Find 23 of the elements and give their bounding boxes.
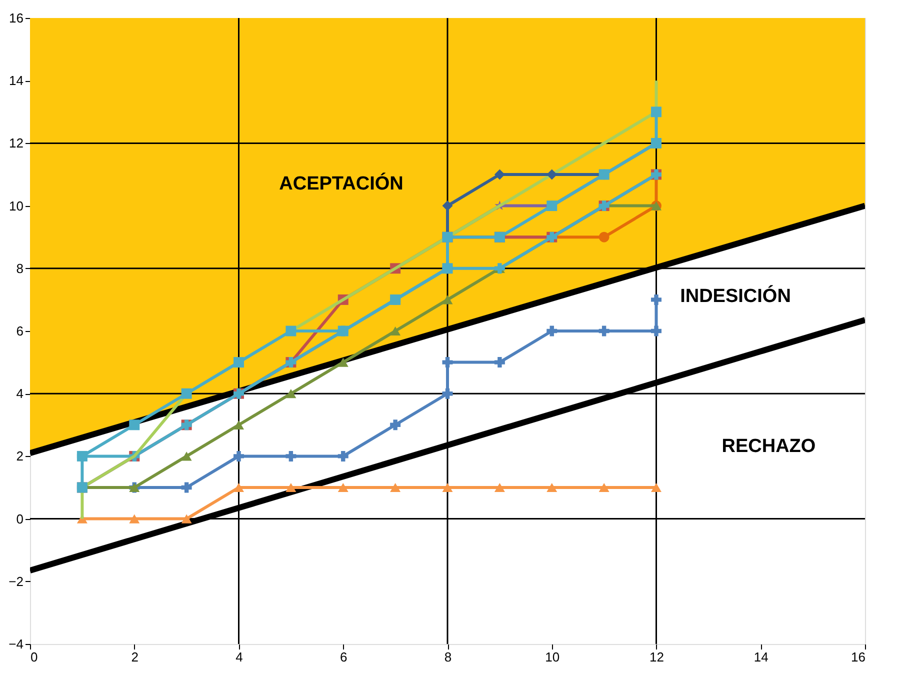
y-tick-label: 10 (9, 198, 24, 214)
x-tick-label: 10 (545, 650, 560, 664)
annotation: ACEPTACIÓN (279, 172, 404, 195)
y-tick-label: 2 (16, 448, 24, 464)
annotation: INDESICIÓN (680, 285, 791, 308)
x-tick-label: 2 (131, 650, 138, 664)
x-tick-label: 6 (340, 650, 348, 664)
y-tick-label: 14 (9, 73, 24, 88)
y-tick-label: 4 (16, 386, 24, 402)
x-tick-label: 8 (444, 650, 452, 664)
annotation: RECHAZO (722, 436, 816, 458)
x-tick-label: 4 (236, 650, 243, 664)
y-tick-label: −4 (8, 636, 24, 652)
x-tick-label: 16 (851, 650, 866, 664)
y-tick-label: −2 (8, 574, 24, 589)
x-tick-label: 14 (754, 650, 768, 664)
x-tick-label: 0 (30, 650, 38, 664)
y-tick-label: 16 (9, 10, 24, 26)
y-tick-label: 6 (16, 324, 24, 338)
y-tick-label: 8 (16, 260, 24, 276)
x-tick-label: 12 (650, 650, 664, 664)
y-tick-label: 12 (9, 136, 24, 151)
y-tick-label: 0 (16, 511, 24, 526)
